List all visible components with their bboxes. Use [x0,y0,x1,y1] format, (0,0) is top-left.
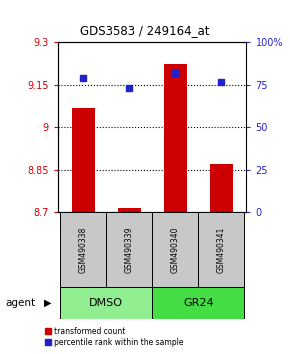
Bar [72,108,95,212]
Bar [60,212,106,287]
Text: GSM490338: GSM490338 [79,226,88,273]
Text: agent: agent [6,298,36,308]
Bar [198,212,244,287]
Legend: transformed count, percentile rank within the sample: transformed count, percentile rank withi… [41,324,186,350]
Bar [118,208,141,212]
Text: GDS3583 / 249164_at: GDS3583 / 249164_at [80,24,210,36]
Bar [152,287,244,319]
Bar [210,164,233,212]
Text: ▶: ▶ [44,298,52,308]
Text: GSM490341: GSM490341 [217,226,226,273]
Bar [106,212,152,287]
Bar [164,64,187,212]
Text: GR24: GR24 [183,298,213,308]
Bar [152,212,198,287]
Text: GSM490340: GSM490340 [171,226,180,273]
Bar [60,287,152,319]
Text: GSM490339: GSM490339 [125,226,134,273]
Text: DMSO: DMSO [89,298,123,308]
